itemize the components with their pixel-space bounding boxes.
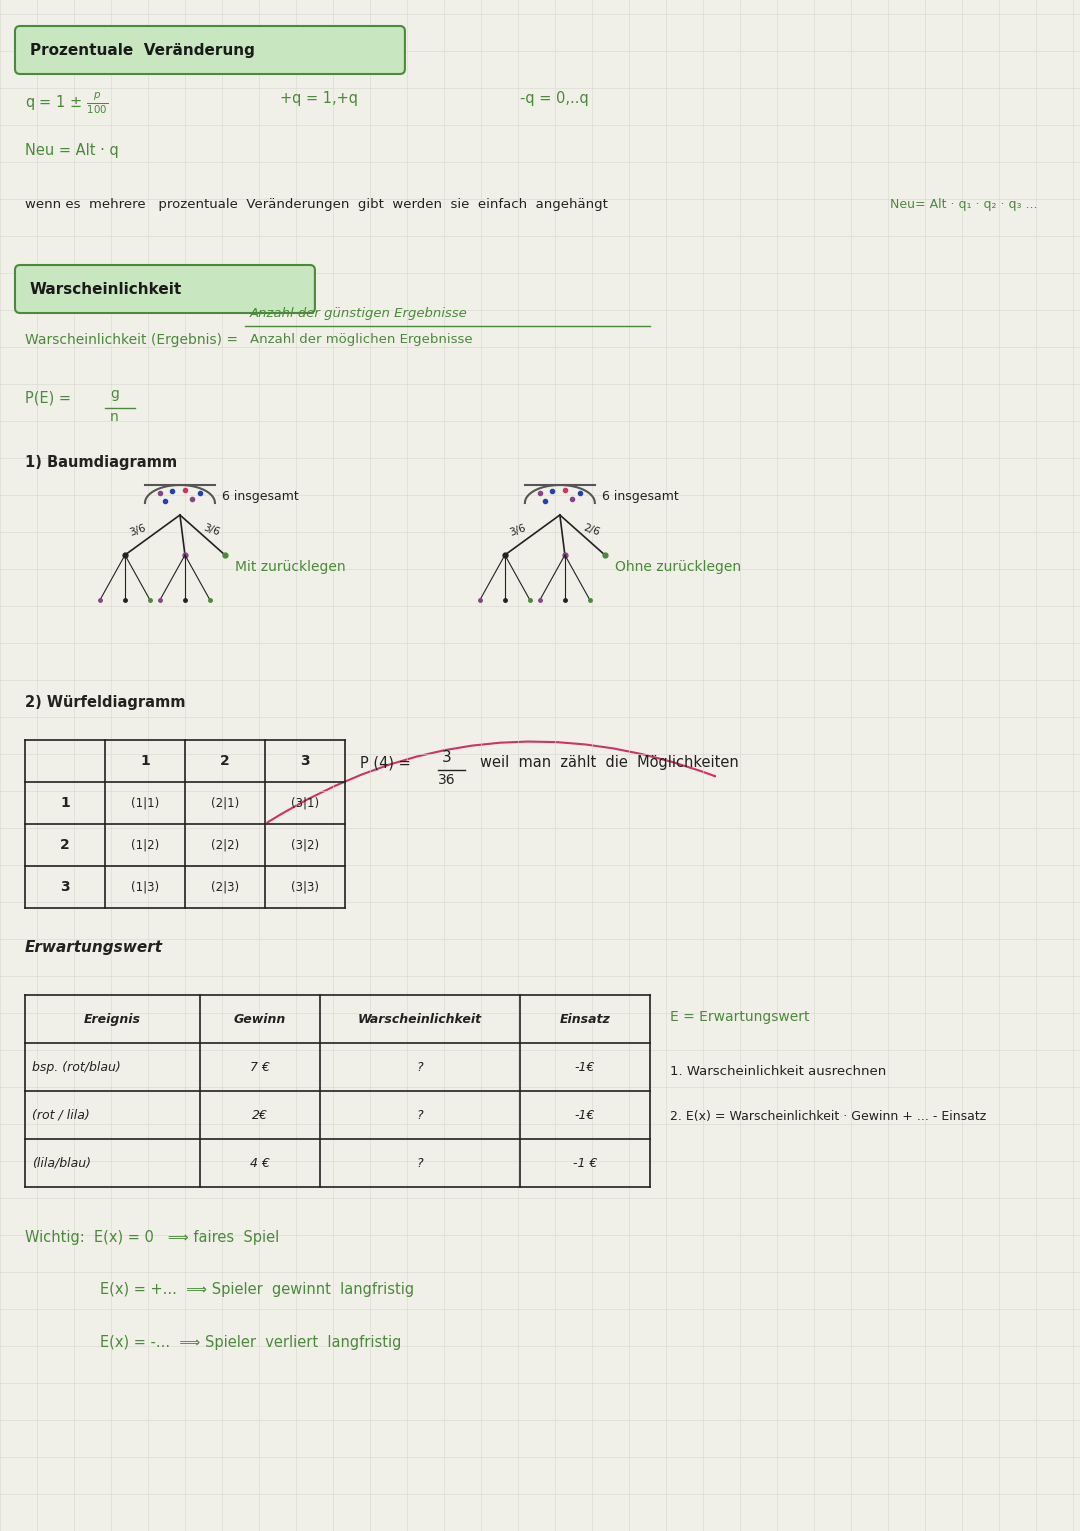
Text: -1€: -1€ xyxy=(575,1061,595,1073)
Text: 6 insgesamt: 6 insgesamt xyxy=(602,490,678,504)
Text: 1: 1 xyxy=(60,796,70,810)
Text: (2|1): (2|1) xyxy=(211,796,239,810)
Text: E(x) = -...  ⟹ Spieler  verliert  langfristig: E(x) = -... ⟹ Spieler verliert langfrist… xyxy=(100,1335,402,1350)
Text: 2) Würfeldiagramm: 2) Würfeldiagramm xyxy=(25,695,186,710)
FancyArrowPatch shape xyxy=(267,741,715,822)
Text: Mit zurücklegen: Mit zurücklegen xyxy=(235,560,346,574)
Text: Anzahl der möglichen Ergebnisse: Anzahl der möglichen Ergebnisse xyxy=(249,334,473,346)
Text: 3/6: 3/6 xyxy=(127,522,147,537)
Text: (3|2): (3|2) xyxy=(291,839,319,851)
Text: n: n xyxy=(110,410,119,424)
Text: ?: ? xyxy=(417,1108,423,1122)
Text: (1|1): (1|1) xyxy=(131,796,159,810)
Text: Einsatz: Einsatz xyxy=(559,1012,610,1026)
FancyBboxPatch shape xyxy=(15,265,315,312)
Text: (2|2): (2|2) xyxy=(211,839,239,851)
Text: +q = 1,+q: +q = 1,+q xyxy=(280,90,357,106)
Text: (3|3): (3|3) xyxy=(291,880,319,894)
Text: P(E) =: P(E) = xyxy=(25,390,76,406)
Text: E = Erwartungswert: E = Erwartungswert xyxy=(670,1010,809,1024)
Text: bsp. (rot/blau): bsp. (rot/blau) xyxy=(32,1061,121,1073)
Text: 7 €: 7 € xyxy=(249,1061,270,1073)
Text: g: g xyxy=(110,387,119,401)
Text: 1. Warscheinlichkeit ausrechnen: 1. Warscheinlichkeit ausrechnen xyxy=(670,1066,886,1078)
Text: (rot / lila): (rot / lila) xyxy=(32,1108,90,1122)
Text: weil  man  zählt  die  Möglichkeiten: weil man zählt die Möglichkeiten xyxy=(480,755,739,770)
Text: Anzahl der günstigen Ergebnisse: Anzahl der günstigen Ergebnisse xyxy=(249,308,468,320)
Text: 4 €: 4 € xyxy=(249,1156,270,1170)
Text: ?: ? xyxy=(417,1061,423,1073)
Text: 3: 3 xyxy=(442,750,451,766)
Text: 3/6: 3/6 xyxy=(508,522,527,537)
Text: Gewinn: Gewinn xyxy=(233,1012,286,1026)
Text: Warscheinlichkeit: Warscheinlichkeit xyxy=(357,1012,482,1026)
Text: -1€: -1€ xyxy=(575,1108,595,1122)
Text: -q = 0,..q: -q = 0,..q xyxy=(519,90,589,106)
Text: Neu= Alt · q₁ · q₂ · q₃ ...: Neu= Alt · q₁ · q₂ · q₃ ... xyxy=(890,197,1037,211)
Text: Erwartungswert: Erwartungswert xyxy=(25,940,163,955)
Text: 2. E(x) = Warscheinlichkeit · Gewinn + ... - Einsatz: 2. E(x) = Warscheinlichkeit · Gewinn + .… xyxy=(670,1110,986,1124)
Text: 1) Baumdiagramm: 1) Baumdiagramm xyxy=(25,455,177,470)
Text: 6 insgesamt: 6 insgesamt xyxy=(222,490,299,504)
Text: Neu = Alt · q: Neu = Alt · q xyxy=(25,142,119,158)
Text: Wichtig:  E(x) = 0   ⟹ faires  Spiel: Wichtig: E(x) = 0 ⟹ faires Spiel xyxy=(25,1229,280,1245)
Text: (3|1): (3|1) xyxy=(291,796,319,810)
Text: Prozentuale  Veränderung: Prozentuale Veränderung xyxy=(30,43,255,58)
Text: 3: 3 xyxy=(300,753,310,769)
FancyBboxPatch shape xyxy=(15,26,405,73)
Text: (1|3): (1|3) xyxy=(131,880,159,894)
Text: -1 €: -1 € xyxy=(572,1156,597,1170)
Text: (2|3): (2|3) xyxy=(211,880,239,894)
Text: q = 1 ± $\frac{p}{100}$: q = 1 ± $\frac{p}{100}$ xyxy=(25,90,108,116)
Text: Ohne zurücklegen: Ohne zurücklegen xyxy=(615,560,741,574)
Text: 2€: 2€ xyxy=(252,1108,268,1122)
Text: 2: 2 xyxy=(60,837,70,851)
Text: ?: ? xyxy=(417,1156,423,1170)
Text: Warscheinlichkeit (Ergebnis) =: Warscheinlichkeit (Ergebnis) = xyxy=(25,334,242,348)
Text: 1: 1 xyxy=(140,753,150,769)
Text: 3/6: 3/6 xyxy=(202,522,221,537)
Text: P (4) =: P (4) = xyxy=(360,755,416,770)
Text: 3: 3 xyxy=(60,880,70,894)
Text: Ereignis: Ereignis xyxy=(84,1012,141,1026)
Text: 2: 2 xyxy=(220,753,230,769)
Text: E(x) = +...  ⟹ Spieler  gewinnt  langfristig: E(x) = +... ⟹ Spieler gewinnt langfristi… xyxy=(100,1281,414,1297)
Text: 2/6: 2/6 xyxy=(582,522,602,537)
Text: (1|2): (1|2) xyxy=(131,839,159,851)
Text: 36: 36 xyxy=(437,773,456,787)
Text: wenn es  mehrere   prozentuale  Veränderungen  gibt  werden  sie  einfach  angeh: wenn es mehrere prozentuale Veränderunge… xyxy=(25,197,608,211)
Text: (lila/blau): (lila/blau) xyxy=(32,1156,91,1170)
Text: Warscheinlichkeit: Warscheinlichkeit xyxy=(30,282,183,297)
